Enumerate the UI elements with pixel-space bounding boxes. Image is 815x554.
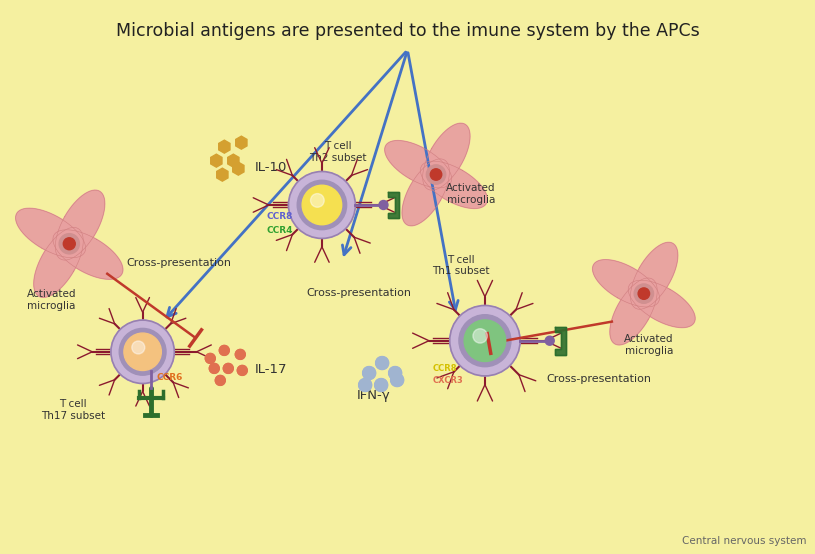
Text: CCR8: CCR8 (433, 364, 457, 373)
Circle shape (473, 329, 487, 343)
Text: Microbial antigens are presented to the imune system by the APCs: Microbial antigens are presented to the … (116, 22, 699, 40)
Circle shape (64, 238, 75, 250)
Polygon shape (610, 278, 657, 345)
Text: Cross-presentation: Cross-presentation (547, 375, 651, 384)
Polygon shape (55, 190, 105, 260)
Polygon shape (555, 327, 566, 355)
Circle shape (132, 341, 145, 354)
Circle shape (450, 305, 520, 376)
Circle shape (289, 172, 355, 238)
Text: Activated
microglia: Activated microglia (624, 334, 674, 356)
Polygon shape (628, 280, 695, 327)
Circle shape (236, 350, 245, 360)
Circle shape (430, 169, 442, 180)
Circle shape (426, 165, 446, 184)
Text: Cross-presentation: Cross-presentation (306, 289, 411, 299)
Text: CCR6: CCR6 (156, 373, 183, 382)
Circle shape (359, 378, 372, 392)
Polygon shape (423, 124, 470, 190)
Circle shape (209, 363, 219, 373)
Circle shape (59, 234, 79, 254)
Circle shape (634, 284, 654, 303)
Text: IL-17: IL-17 (254, 363, 287, 376)
Circle shape (297, 180, 346, 230)
Circle shape (464, 320, 506, 362)
Circle shape (302, 185, 341, 225)
Text: Activated
microglia: Activated microglia (447, 183, 496, 204)
Circle shape (215, 376, 225, 386)
Circle shape (459, 315, 511, 367)
Circle shape (390, 373, 403, 387)
Circle shape (389, 367, 402, 379)
Polygon shape (402, 159, 449, 225)
Circle shape (376, 357, 389, 370)
Polygon shape (15, 208, 86, 258)
Text: CXCR3: CXCR3 (433, 376, 464, 384)
Text: Cross-presentation: Cross-presentation (127, 258, 231, 268)
Circle shape (205, 353, 215, 363)
Circle shape (311, 193, 324, 207)
Circle shape (111, 320, 174, 383)
Text: Central nervous system: Central nervous system (682, 536, 807, 546)
Polygon shape (53, 230, 123, 279)
Circle shape (124, 333, 161, 371)
Polygon shape (33, 227, 83, 297)
Text: T cell
Th2 subset: T cell Th2 subset (310, 141, 367, 163)
Circle shape (219, 345, 229, 356)
Polygon shape (385, 141, 452, 188)
Text: T cell
Th17 subset: T cell Th17 subset (42, 399, 105, 421)
Polygon shape (389, 192, 399, 218)
Text: T cell
Th1 subset: T cell Th1 subset (432, 255, 489, 276)
Circle shape (638, 288, 650, 299)
Circle shape (375, 378, 388, 392)
Polygon shape (631, 243, 678, 309)
Circle shape (237, 366, 247, 376)
Circle shape (545, 336, 554, 345)
Circle shape (379, 201, 388, 209)
Circle shape (223, 363, 233, 373)
Text: IFN-γ: IFN-γ (357, 389, 391, 402)
Circle shape (363, 367, 376, 379)
Polygon shape (421, 161, 487, 208)
Text: IL-10: IL-10 (254, 161, 287, 173)
Circle shape (119, 329, 166, 375)
Text: CCR8: CCR8 (267, 212, 293, 221)
Text: Activated
microglia: Activated microglia (27, 289, 76, 311)
Text: CCR4: CCR4 (267, 226, 293, 235)
Polygon shape (593, 260, 659, 307)
